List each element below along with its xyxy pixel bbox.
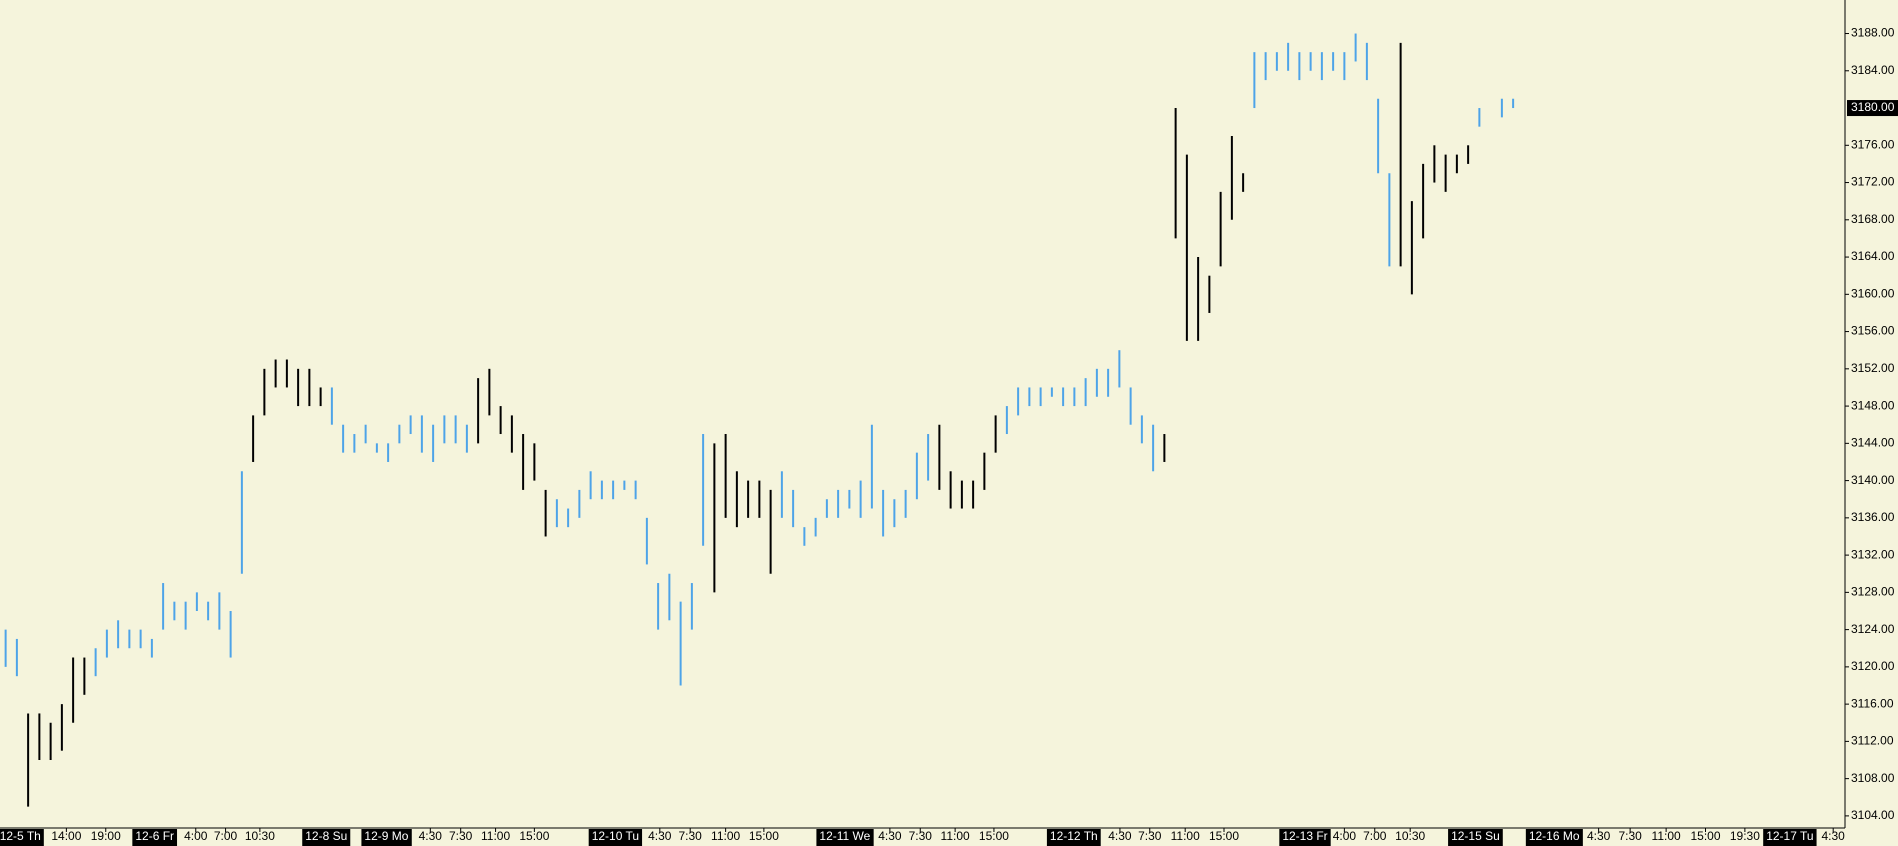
x-tick-label: 4:30 bbox=[419, 829, 443, 843]
date-tick-box bbox=[1763, 829, 1817, 846]
y-tick-label: 3144.00 bbox=[1851, 436, 1895, 450]
x-tick-label: 7:30 bbox=[679, 829, 703, 843]
x-tick-label: 4:30 bbox=[648, 829, 672, 843]
y-tick-label: 3188.00 bbox=[1851, 26, 1895, 40]
x-tick-label: 15:00 bbox=[519, 829, 549, 843]
y-tick-label: 3176.00 bbox=[1851, 137, 1895, 151]
y-tick-label: 3152.00 bbox=[1851, 361, 1895, 375]
date-tick-label: 12-15 Su bbox=[1451, 829, 1500, 843]
y-tick-label: 3112.00 bbox=[1851, 734, 1894, 748]
y-tick-label: 3160.00 bbox=[1851, 286, 1895, 300]
date-tick-label: 12-9 Mo bbox=[364, 829, 408, 843]
date-tick-box bbox=[588, 829, 643, 846]
y-tick-label: 3128.00 bbox=[1851, 585, 1895, 599]
last-price-label: 3180.00 bbox=[1851, 100, 1895, 114]
x-tick-label: 15:00 bbox=[749, 829, 779, 843]
y-tick-label: 3108.00 bbox=[1851, 771, 1895, 785]
x-tick-label: 14:00 bbox=[51, 829, 81, 843]
date-tick-label: 12-6 Fr bbox=[135, 829, 174, 843]
x-tick-label: 15:00 bbox=[1690, 829, 1720, 843]
date-tick-box bbox=[816, 829, 874, 846]
y-tick-label: 3140.00 bbox=[1851, 473, 1895, 487]
date-tick-box bbox=[0, 829, 44, 846]
x-tick-label: 4:00 bbox=[1333, 829, 1357, 843]
x-tick-label: 19:30 bbox=[1730, 829, 1760, 843]
y-tick-label: 3184.00 bbox=[1851, 63, 1895, 77]
date-tick-box bbox=[1046, 829, 1101, 846]
date-tick-box bbox=[1448, 829, 1503, 846]
date-tick-label: 12-11 We bbox=[819, 829, 870, 843]
x-tick-label: 7:30 bbox=[1618, 829, 1642, 843]
x-tick-label: 4:30 bbox=[878, 829, 902, 843]
x-tick-label: 4:30 bbox=[1587, 829, 1611, 843]
y-tick-label: 3172.00 bbox=[1851, 175, 1895, 189]
y-tick-label: 3104.00 bbox=[1851, 808, 1895, 822]
x-tick-label: 19:00 bbox=[91, 829, 121, 843]
date-tick-label: 12-16 Mo bbox=[1529, 829, 1580, 843]
x-tick-label: 15:00 bbox=[1209, 829, 1239, 843]
x-tick-label: 11:00 bbox=[481, 829, 510, 843]
y-tick-label: 3132.00 bbox=[1851, 547, 1895, 561]
date-tick-label: 12-17 Tu bbox=[1766, 829, 1813, 843]
x-tick-label: 4:00 bbox=[184, 829, 208, 843]
date-tick-box bbox=[361, 829, 412, 846]
x-tick-label: 4:30 bbox=[1108, 829, 1132, 843]
date-tick-box bbox=[302, 829, 351, 846]
x-tick-label: 7:30 bbox=[449, 829, 473, 843]
date-tick-box bbox=[1525, 829, 1583, 846]
x-tick-label: 11:00 bbox=[1171, 829, 1200, 843]
x-tick-label: 10:30 bbox=[1395, 829, 1425, 843]
y-tick-label: 3116.00 bbox=[1851, 696, 1894, 710]
x-tick-label: 15:00 bbox=[979, 829, 1009, 843]
date-tick-box bbox=[1279, 829, 1331, 846]
date-tick-label: 12-5 Th bbox=[0, 829, 41, 843]
date-tick-label: 12-8 Su bbox=[305, 829, 347, 843]
date-tick-label: 12-10 Tu bbox=[592, 829, 639, 843]
last-price-box bbox=[1847, 100, 1898, 117]
x-tick-label: 10:30 bbox=[245, 829, 275, 843]
y-tick-label: 3136.00 bbox=[1851, 510, 1895, 524]
x-tick-label: 7:00 bbox=[214, 829, 238, 843]
x-tick-label: 11:00 bbox=[711, 829, 740, 843]
date-tick-label: 12-13 Fr bbox=[1282, 829, 1327, 843]
y-tick-label: 3148.00 bbox=[1851, 398, 1895, 412]
x-tick-label: 7:00 bbox=[1363, 829, 1387, 843]
y-tick-label: 3156.00 bbox=[1851, 324, 1895, 338]
x-tick-label: 7:30 bbox=[1138, 829, 1162, 843]
date-tick-label: 12-12 Th bbox=[1050, 829, 1098, 843]
y-tick-label: 3120.00 bbox=[1851, 659, 1895, 673]
date-tick-box bbox=[132, 829, 178, 846]
x-tick-label: 11:00 bbox=[1652, 829, 1681, 843]
x-tick-label: 4:30 bbox=[1822, 829, 1846, 843]
y-tick-label: 3124.00 bbox=[1851, 622, 1895, 636]
y-tick-label: 3168.00 bbox=[1851, 212, 1895, 226]
y-tick-label: 3164.00 bbox=[1851, 249, 1895, 263]
x-tick-label: 11:00 bbox=[941, 829, 970, 843]
x-tick-label: 7:30 bbox=[909, 829, 933, 843]
